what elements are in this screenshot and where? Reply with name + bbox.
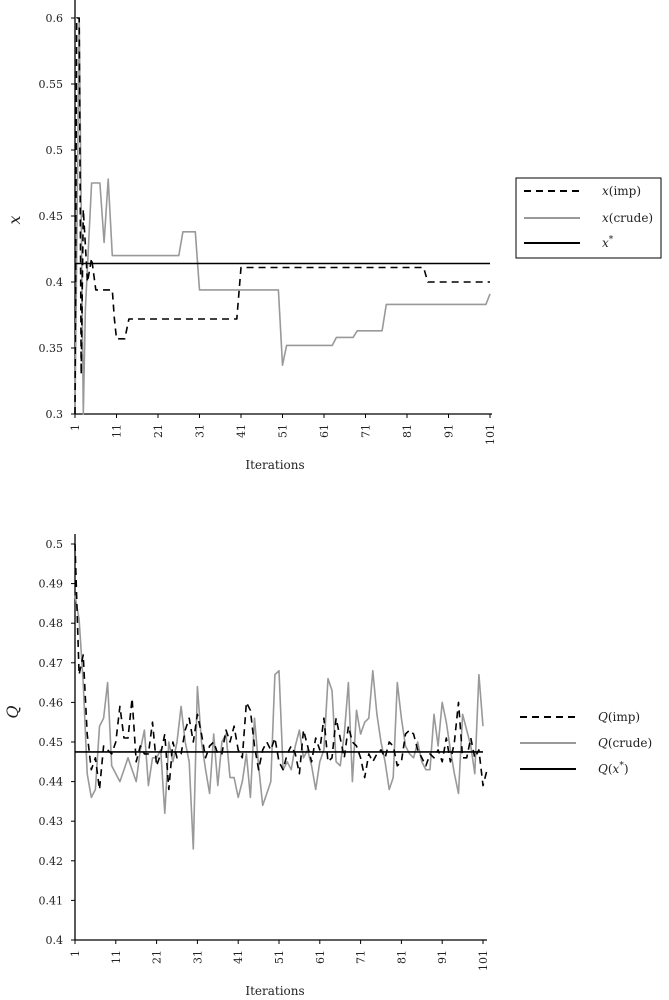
x-tick-label: 21 (151, 950, 164, 964)
y-tick-label: 0.4 (46, 276, 64, 289)
y-tick-label: 0.6 (46, 12, 64, 25)
y-tick-label: 0.45 (39, 736, 64, 749)
q-convergence-chart: 0.4 0.41 0.42 0.43 0.44 0.45 0.46 0.47 0.48 0.49 0… (3, 534, 652, 998)
x-tick-label: 21 (152, 424, 165, 438)
y-tick-label: 0.35 (39, 342, 64, 355)
x-axis-title: Iterations (245, 984, 304, 998)
y-tick-label: 0.48 (39, 617, 64, 630)
x-tick-label: 61 (314, 950, 327, 964)
y-tick-label: 0.46 (39, 696, 64, 709)
x-axis-title: Iterations (245, 458, 304, 472)
x-tick-label: 41 (232, 950, 245, 964)
x-tick-label: 81 (401, 424, 414, 438)
x-tick-label: 1 (69, 424, 82, 431)
y-tick-label: 0.3 (46, 408, 64, 421)
y-tick-label: 0.4 (46, 934, 64, 947)
x-tick-label: 61 (318, 424, 331, 438)
x-tick-label: 31 (191, 950, 204, 964)
x-tick-label: 101 (477, 950, 490, 971)
y-tick-label: 0.42 (39, 855, 64, 868)
legend-label-q-crude: Q(crude) (598, 736, 652, 750)
x-tick-label: 91 (443, 424, 456, 438)
legend-label-x-star: x* (602, 235, 614, 250)
series-line-q-crude (74, 595, 484, 850)
legend-label-x-imp: x(imp) (602, 184, 641, 198)
x-tick-label: 81 (395, 950, 408, 964)
y-tick-label: 0.5 (46, 538, 64, 551)
x-axis-ticks: 1 11 21 31 41 51 61 71 81 91 101 (69, 940, 490, 971)
x-tick-label: 1 (69, 950, 82, 957)
series-group (74, 543, 488, 850)
legend: x(imp) x(crude) x* (515, 177, 662, 259)
y-axis-ticks: 0.4 0.41 0.42 0.43 0.44 0.45 0.46 0.47 0.48 0.49 0… (39, 538, 75, 947)
legend: Q(imp) Q(crude) Q(x*) (520, 710, 652, 776)
x-tick-label: 11 (110, 950, 123, 964)
x-tick-label: 11 (111, 424, 124, 438)
y-tick-label: 0.49 (39, 578, 64, 591)
legend-label-q-star: Q(x*) (598, 761, 629, 776)
legend-label-x-crude: x(crude) (602, 211, 653, 225)
series-line-x-imp (74, 17, 490, 415)
x-tick-label: 51 (273, 950, 286, 964)
x-tick-label: 51 (277, 424, 290, 438)
y-axis-title: Q (3, 705, 22, 718)
x-convergence-chart: 0.30.350.40.450.50.550.6 1 11 21 31 41 51 61 71… (5, 0, 662, 472)
y-tick-label: 0.55 (39, 78, 64, 91)
x-tick-label: 91 (436, 950, 449, 964)
x-tick-label: 101 (484, 424, 497, 445)
y-tick-label: 0.5 (46, 144, 64, 157)
y-tick-label: 0.44 (39, 776, 64, 789)
y-tick-label: 0.47 (39, 657, 64, 670)
legend-label-q-imp: Q(imp) (598, 710, 640, 724)
x-tick-label: 41 (235, 424, 248, 438)
x-tick-label: 71 (355, 950, 368, 964)
y-tick-label: 0.45 (39, 210, 64, 223)
x-tick-label: 31 (194, 424, 207, 438)
y-tick-label: 0.43 (39, 815, 64, 828)
y-axis-ticks: 0.3 0.35 0.4 0.45 0.5 0.55 0.6 (39, 12, 75, 421)
x-axis-ticks: 1 11 21 31 41 51 61 71 81 91 101 (69, 414, 497, 445)
series-line-x-crude (74, 17, 491, 415)
y-axis-title: x (5, 215, 24, 224)
x-tick-label: 71 (360, 424, 373, 438)
series-group (74, 17, 491, 415)
y-tick-label: 0.41 (39, 894, 64, 907)
